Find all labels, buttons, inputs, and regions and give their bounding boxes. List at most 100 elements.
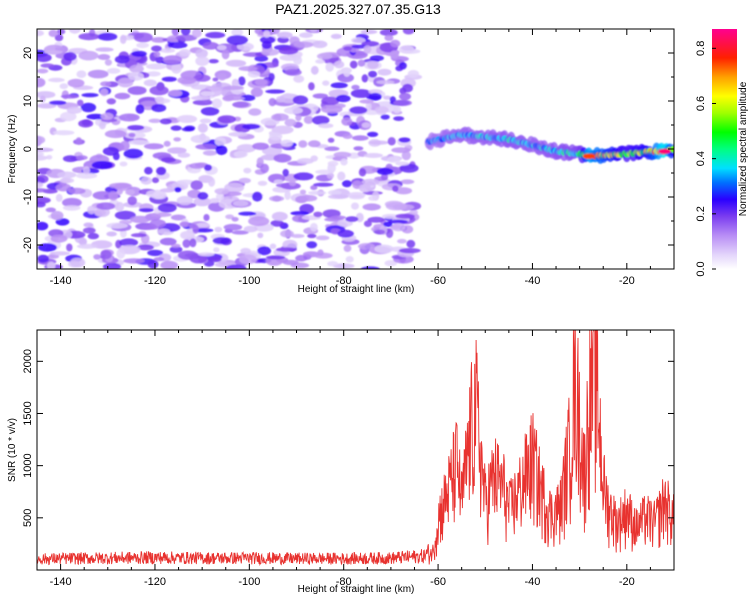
spectrogram-noise-blob [177,152,191,158]
spectrogram-noise-blob [315,235,330,241]
colorbar-ticks: 0.0 0.2 0.4 0.6 0.8 [695,41,716,277]
spectrogram-noise-blob [95,47,114,52]
spectrogram-noise-blob [307,233,317,239]
spectrogram-noise-blob [231,29,244,37]
spectrogram-noise-blob [324,146,340,151]
spectrogram-noise-blob [296,158,314,165]
x-tick-label: -60 [430,275,446,287]
spectrogram-noise-blob [195,48,208,59]
spectrogram-noise-blob [223,223,243,231]
spectrogram-noise-blob [170,125,182,131]
spectrogram-noise-blob [37,77,46,88]
spectrogram-noise-blob [131,50,147,57]
spectrogram-noise-blob [171,29,180,36]
spectrogram-noise-blob [243,167,252,174]
spectrogram-noise-blob [149,219,166,228]
spectrogram-noise-blob [213,247,220,253]
x-tick-label: -140 [50,275,72,287]
spectrogram-noise-blob [290,234,305,238]
spectrogram-noise-blob [283,106,303,115]
spectrogram-noise-blob [40,63,55,68]
spectrogram-noise-blob [50,234,68,243]
spectrogram-noise-blob [292,95,309,105]
spectrogram-noise-blob [269,132,283,141]
spectrogram-noise-blob [114,92,131,100]
spectrogram-noise-blob [174,187,182,193]
spectrogram-noise-blob [159,118,172,125]
spectrogram-noise-blob [128,132,136,138]
figure-title: PAZ1.2025.327.07.35.G13 [275,1,441,17]
spectrogram-noise-blob [199,118,212,124]
spectrogram-noise-blob [313,211,323,218]
colorbar-tick-label: 0.2 [695,206,707,221]
spectrogram-noise-blob [386,156,401,163]
spectrogram-noise-blob [195,56,210,66]
spectrogram-noise-blob [100,81,112,87]
spectrogram-noise-blob [135,104,145,114]
spectrogram-noise-blob [86,113,106,120]
spectrogram-noise-blob [130,233,147,238]
spectrogram-noise-blob [374,229,386,235]
spectrogram-noise-blob [37,136,43,146]
spectrogram-noise-blob [129,64,144,74]
spectrogram-noise-blob [392,204,415,211]
spectrogram-noise-blob [337,73,355,83]
spectrogram-noise-blob [52,130,75,136]
spectrogram-noise-blob [104,129,127,139]
x-tick-label: -100 [238,275,260,287]
spectrogram-noise-blob [342,133,353,139]
spectrogram-noise-blob [351,202,359,210]
spectrogram-noise-blob [309,29,318,33]
spectrogram-noise-blob [238,211,257,216]
spectrogram-noise-blob [276,31,293,39]
spectrogram-noise-blob [361,178,380,186]
spectrogram-noise-blob [189,162,206,169]
spectrogram-noise-blob [320,104,343,114]
spectrogram-noise-blob [293,75,305,83]
spectrogram-noise-blob [194,84,206,90]
spectrogram-noise-blob [236,144,256,153]
spectrogram-noise-blob [310,185,318,191]
spectrogram-noise-blob [273,179,284,184]
spectrogram-noise-blob [271,113,289,121]
spectrogram-noise-blob [318,123,334,129]
spectrogram-noise-blob [240,94,256,102]
spectrogram-noise-blob [315,169,335,175]
signal-hot-spot [658,148,671,154]
spectrogram-noise-blob [116,248,126,259]
spectrogram-noise-blob [345,216,359,223]
spectrogram-noise-blob [363,45,372,54]
spectrogram-noise-blob [342,180,352,188]
spectrogram-noise-blob [242,123,261,130]
spectrogram-noise-blob [273,153,292,163]
spectrogram-noise-blob [57,171,77,179]
spectrogram-noise-blob [282,259,299,265]
spectrogram-noise-blob [308,82,315,91]
spectrogram-noise-blob [252,191,263,202]
spectrogram-noise-blob [91,161,113,170]
spectrogram-noise-blob [224,182,245,193]
spectrogram-noise-blob [359,99,374,104]
spectrogram-noise-blob [46,155,53,160]
spectrogram-noise-blob [327,261,338,267]
x-tick-label: -140 [50,576,72,588]
spectrogram-noise-blob [54,34,64,42]
spectrogram-noise-blob [325,62,335,72]
spectrogram-noise-blob [160,260,179,269]
spectrogram-noise-blob [349,60,358,69]
spectrogram-noise-blob [330,82,348,89]
spectrogram-noise-blob [385,228,394,239]
spectrogram-noise-blob [154,96,165,102]
spectrogram-noise-blob [37,254,49,263]
y-tick-label: 0 [22,146,34,152]
spectrogram-noise-blob [340,158,348,166]
spectrogram-noise-blob [60,94,80,99]
spectrogram-noise-blob [393,99,412,107]
spectrogram-noise-blob [147,259,159,269]
spectrogram-noise-blob [374,106,389,114]
spectrogram-noise-blob [239,254,257,265]
spectrogram-noise-blob [157,228,171,235]
spectrogram-noise-blob [376,80,395,85]
snr-panel: -140 -120 -100 -80 -60 -40 -20500100015002000 … [7,329,675,595]
spectrogram-noise-blob [280,139,293,147]
